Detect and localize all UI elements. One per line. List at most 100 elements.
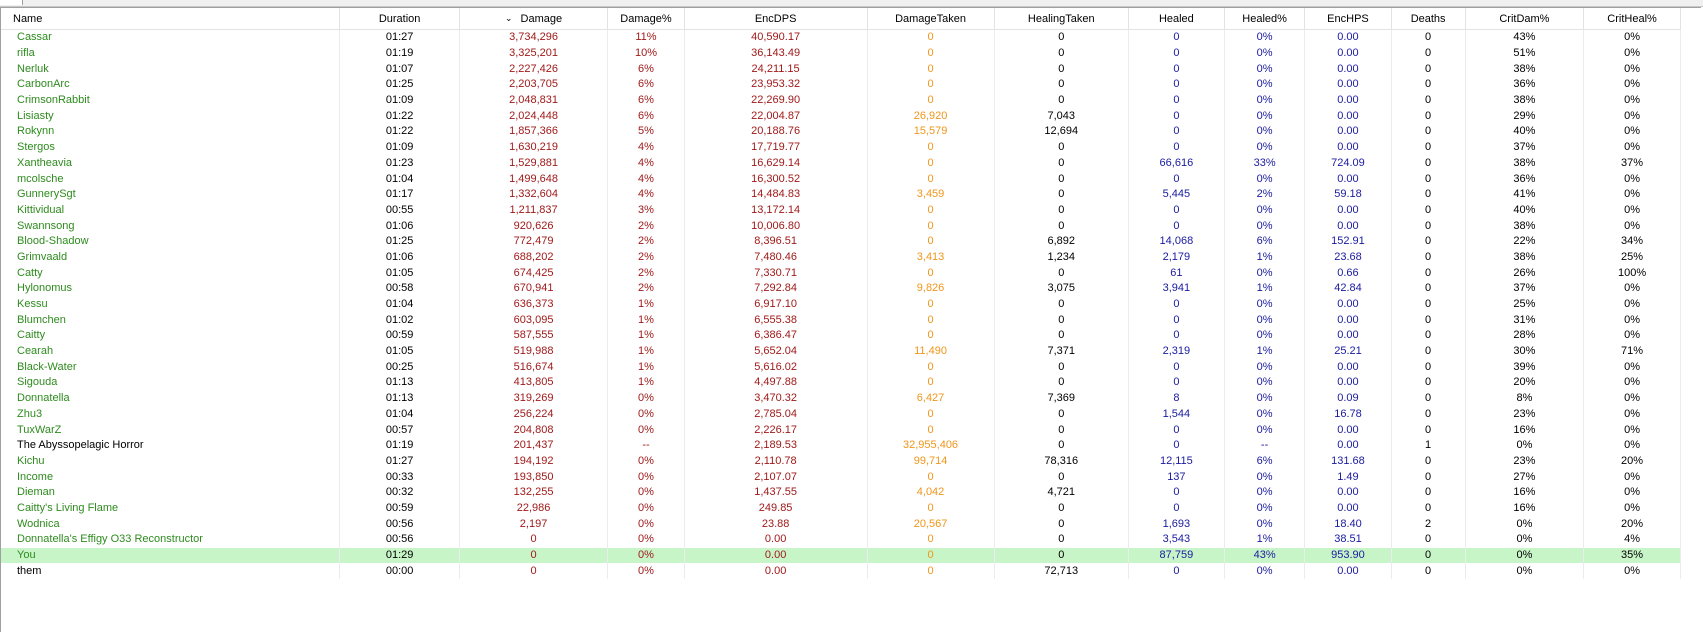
column-header-healed[interactable]: Healed: [1128, 8, 1225, 30]
cell-healingtaken: 0: [994, 92, 1130, 109]
cell-deaths: 0: [1391, 312, 1466, 329]
column-header-damagetaken[interactable]: DamageTaken: [867, 8, 995, 30]
table-row[interactable]: Income 00:33 193,850 0% 2,107.07 0 0 137 0% 1.49 0…: [1, 469, 1681, 485]
cell-healed: 0: [1128, 359, 1225, 376]
column-header-enchps[interactable]: EncHPS: [1304, 8, 1392, 30]
cell-damagetaken: 0: [867, 500, 995, 517]
table-row[interactable]: Cassar 01:27 3,734,296 11% 40,590.17 0 0 0 0% 0.0…: [1, 29, 1681, 46]
cell-healingtaken: 78,316: [994, 453, 1130, 470]
table-row[interactable]: Black-Water 00:25 516,674 1% 5,616.02 0 0 0 0% 0.…: [1, 359, 1681, 376]
cell-encdps: 16,629.14: [684, 155, 868, 172]
cell-critdam-pct: 16%: [1465, 500, 1585, 517]
table-row[interactable]: You 01:29 0 0% 0.00 0 0 87,759 43% 953.90 0 0% 35%: [1, 547, 1681, 564]
table-row[interactable]: Stergos 01:09 1,630,219 4% 17,719.77 0 0 0 0% 0.0…: [1, 139, 1681, 156]
cell-damage: 670,941: [459, 281, 609, 297]
cell-damage-pct: 6%: [607, 108, 685, 125]
table-row[interactable]: Hylonomus 00:58 670,941 2% 7,292.84 9,826 3,07…: [1, 281, 1681, 297]
table-row[interactable]: CrimsonRabbit 01:09 2,048,831 6% 22,269.90 0 0…: [1, 92, 1681, 109]
table-row[interactable]: rifla 01:19 3,325,201 10% 36,143.49 0 0 0 0% 0.00…: [1, 45, 1681, 62]
table-row[interactable]: Kittividual 00:55 1,211,837 3% 13,172.14 0 0 0 0…: [1, 202, 1681, 219]
table-row[interactable]: Nerluk 01:07 2,227,426 6% 24,211.15 0 0 0 0% 0.00…: [1, 61, 1681, 78]
cell-deaths: 0: [1391, 45, 1466, 62]
cell-damage: 2,227,426: [459, 61, 609, 78]
table-row[interactable]: Caitty's Living Flame 00:59 22,986 0% 249.85…: [1, 500, 1681, 517]
table-row[interactable]: Wodnica 00:56 2,197 0% 23.88 20,567 0 1,693 0% 18…: [1, 516, 1681, 532]
column-header-duration[interactable]: Duration: [339, 8, 460, 30]
cell-damage-pct: 0%: [607, 547, 685, 564]
cell-critdam-pct: 29%: [1465, 108, 1585, 125]
tab-fragment[interactable]: [0, 0, 23, 5]
cell-duration: 01:22: [339, 108, 460, 125]
column-header-encdps[interactable]: EncDPS: [684, 8, 868, 30]
cell-damage-pct: 4%: [607, 155, 685, 172]
cell-damagetaken: 0: [867, 77, 995, 93]
cell-duration: 01:04: [339, 406, 460, 423]
cell-enchps: 59.18: [1304, 186, 1392, 203]
table-row[interactable]: Kichu 01:27 194,192 0% 2,110.78 99,714 78,316 1…: [1, 453, 1681, 470]
table-row[interactable]: Rokynn 01:22 1,857,366 5% 20,188.76 15,579 12,…: [1, 124, 1681, 140]
column-header-healed-pct[interactable]: Healed%: [1224, 8, 1306, 30]
cell-encdps: 22,004.87: [684, 108, 868, 125]
cell-damage: 0: [459, 563, 609, 580]
table-row[interactable]: Blood-Shadow 01:25 772,479 2% 8,396.51 0 6,892…: [1, 233, 1681, 250]
column-header-name[interactable]: Name: [1, 8, 341, 30]
table-row[interactable]: Dieman 00:32 132,255 0% 1,437.55 4,042 4,721 0 0…: [1, 484, 1681, 501]
cell-enchps: 38.51: [1304, 532, 1392, 548]
cell-healed: 0: [1128, 77, 1225, 93]
column-header-healingtaken[interactable]: HealingTaken: [994, 8, 1130, 30]
table-row[interactable]: Caitty 00:59 587,555 1% 6,386.47 0 0 0 0% 0.00 0 28…: [1, 328, 1681, 344]
cell-enchps: 0.00: [1304, 124, 1392, 140]
cell-damage: 516,674: [459, 359, 609, 376]
cell-damage: 1,630,219: [459, 139, 609, 156]
table-row[interactable]: Grimvaald 01:06 688,202 2% 7,480.46 3,413 1,23…: [1, 249, 1681, 266]
cell-name: Swannsong: [1, 218, 341, 234]
table-row[interactable]: CarbonArc 01:25 2,203,705 6% 23,953.32 0 0 0 0% 0…: [1, 77, 1681, 93]
column-header-label: DamageTaken: [895, 12, 966, 25]
cell-damagetaken: 0: [867, 296, 995, 313]
table-row[interactable]: them 00:00 0 0% 0.00 0 72,713 0 0% 0.00 0 0% 0%: [1, 563, 1681, 580]
cell-healed: 0: [1128, 422, 1225, 438]
cell-healingtaken: 0: [994, 139, 1130, 156]
column-header-critdam-pct[interactable]: CritDam%: [1465, 8, 1585, 30]
cell-healed: 3,543: [1128, 532, 1225, 548]
cell-healed-pct: 0%: [1224, 359, 1306, 376]
table-row[interactable]: Blumchen 01:02 603,095 1% 6,555.38 0 0 0 0% 0.00 0…: [1, 312, 1681, 329]
cell-damagetaken: 0: [867, 359, 995, 376]
column-header-label: EncDPS: [754, 12, 797, 25]
table-row[interactable]: The Abyssopelagic Horror 01:19 201,437 -- 2,…: [1, 437, 1681, 454]
cell-damagetaken: 0: [867, 92, 995, 109]
column-header-label: Name: [13, 12, 43, 25]
cell-name: Caitty: [1, 328, 341, 344]
column-header-critheal-pct[interactable]: CritHeal%: [1583, 8, 1681, 30]
cell-healed-pct: 0%: [1224, 516, 1306, 532]
column-header-damage[interactable]: ⌄ Damage: [459, 8, 609, 30]
column-header-damage-pct[interactable]: Damage%: [607, 8, 685, 30]
table-row[interactable]: Cearah 01:05 519,988 1% 5,652.04 11,490 7,371 2…: [1, 343, 1681, 360]
cell-deaths: 0: [1391, 186, 1466, 203]
cell-damagetaken: 20,567: [867, 516, 995, 532]
table-row[interactable]: Lisiasty 01:22 2,024,448 6% 22,004.87 26,920 7…: [1, 108, 1681, 125]
cell-healed: 87,759: [1128, 547, 1225, 564]
table-row[interactable]: mcolsche 01:04 1,499,648 4% 16,300.52 0 0 0 0% 0.…: [1, 171, 1681, 187]
table-row[interactable]: Xantheavia 01:23 1,529,881 4% 16,629.14 0 0 66,…: [1, 155, 1681, 172]
table-row[interactable]: Swannsong 01:06 920,626 2% 10,006.80 0 0 0 0% 0.0…: [1, 218, 1681, 234]
table-row[interactable]: GunnerySgt 01:17 1,332,604 4% 14,484.83 3,459…: [1, 186, 1681, 203]
cell-damage: 2,203,705: [459, 77, 609, 93]
cell-damagetaken: 0: [867, 328, 995, 344]
table-row[interactable]: Catty 01:05 674,425 2% 7,330.71 0 0 61 0% 0.66 0 26…: [1, 265, 1681, 281]
cell-duration: 00:32: [339, 484, 460, 501]
cell-damage-pct: 0%: [607, 390, 685, 407]
table-row[interactable]: TuxWarZ 00:57 204,808 0% 2,226.17 0 0 0 0% 0.00 0 1…: [1, 422, 1681, 438]
cell-name: Caitty's Living Flame: [1, 500, 341, 517]
cell-enchps: 0.00: [1304, 61, 1392, 78]
table-row[interactable]: Donnatella 01:13 319,269 0% 3,470.32 6,427 7,3…: [1, 390, 1681, 407]
table-row[interactable]: Sigouda 01:13 413,805 1% 4,497.88 0 0 0 0% 0.00 0 2…: [1, 375, 1681, 391]
cell-name: Xantheavia: [1, 155, 341, 172]
cell-name: Zhu3: [1, 406, 341, 423]
table-row[interactable]: Donnatella's Effigy O33 Reconstructor 00:…: [1, 532, 1681, 548]
cell-damagetaken: 26,920: [867, 108, 995, 125]
cell-deaths: 0: [1391, 171, 1466, 187]
column-header-deaths[interactable]: Deaths: [1391, 8, 1466, 30]
table-row[interactable]: Zhu3 01:04 256,224 0% 2,785.04 0 0 1,544 0% 16.78…: [1, 406, 1681, 423]
table-row[interactable]: Kessu 01:04 636,373 1% 6,917.10 0 0 0 0% 0.00 0 25%…: [1, 296, 1681, 313]
